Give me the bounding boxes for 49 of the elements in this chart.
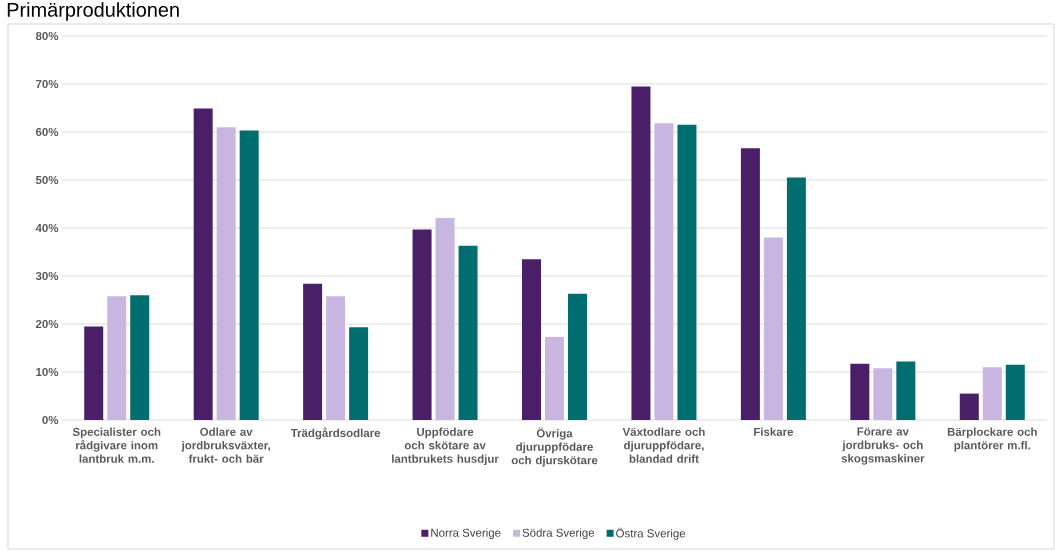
y-tick-label: 0% — [42, 415, 59, 425]
y-tick-label: 50% — [35, 175, 59, 185]
bar — [435, 217, 455, 420]
chart-title: Primärproduktionen — [7, 2, 179, 21]
bar — [763, 237, 783, 420]
bar — [545, 336, 564, 420]
bar — [959, 393, 979, 420]
bar — [568, 293, 587, 420]
bar — [1005, 364, 1025, 420]
bar — [522, 259, 541, 420]
y-tick-label: 20% — [35, 319, 59, 329]
bar — [239, 130, 259, 420]
x-tick-label: Specialister och rådgivare inom lantbruk m.m. — [72, 427, 161, 463]
x-tick-label: Förare av jordbruks- och skogsmaskiner — [841, 427, 925, 465]
x-tick-label: Övriga djuruppfödare och djurskötare — [511, 427, 598, 467]
bar — [303, 283, 323, 420]
bar — [677, 124, 697, 420]
bar — [873, 368, 893, 420]
bar — [982, 367, 1002, 420]
bar — [412, 229, 432, 420]
legend-label: Norra Sverige — [431, 528, 501, 540]
bar — [349, 327, 369, 420]
x-tick-label: Bärplockare och plantörer m.fl. — [947, 427, 1037, 452]
y-tick-label: 80% — [35, 31, 59, 41]
bar — [786, 177, 806, 420]
bar — [654, 123, 674, 420]
y-tick-label: 30% — [35, 271, 59, 281]
bar — [458, 245, 478, 420]
x-tick-label: Fiskare — [754, 427, 794, 436]
bar — [850, 363, 870, 420]
bar — [896, 361, 916, 420]
bar — [631, 86, 651, 420]
y-tick-label: 70% — [36, 79, 59, 89]
legend-label: Södra Sverige — [522, 528, 595, 540]
y-tick-label: 10% — [36, 367, 59, 377]
y-tick-label: 60% — [35, 127, 59, 137]
bar — [326, 296, 346, 420]
bar — [193, 108, 213, 420]
bar — [130, 295, 150, 420]
x-tick-label: Trädgårdsodlare — [290, 427, 381, 440]
bar — [740, 148, 760, 420]
x-tick-label: Uppfödare och skötare av lantbrukets husdjur — [392, 427, 499, 466]
bar — [216, 127, 236, 420]
x-tick-label: Växtodlare och djuruppfödare, blandad drift — [622, 427, 705, 463]
bar — [107, 296, 127, 420]
bar — [84, 326, 104, 420]
y-tick-label: 40% — [35, 223, 59, 233]
x-tick-label: Odlare av jordbruksväxter, frukt- och bär — [181, 427, 270, 463]
legend-label: Östra Sverige — [616, 527, 686, 540]
